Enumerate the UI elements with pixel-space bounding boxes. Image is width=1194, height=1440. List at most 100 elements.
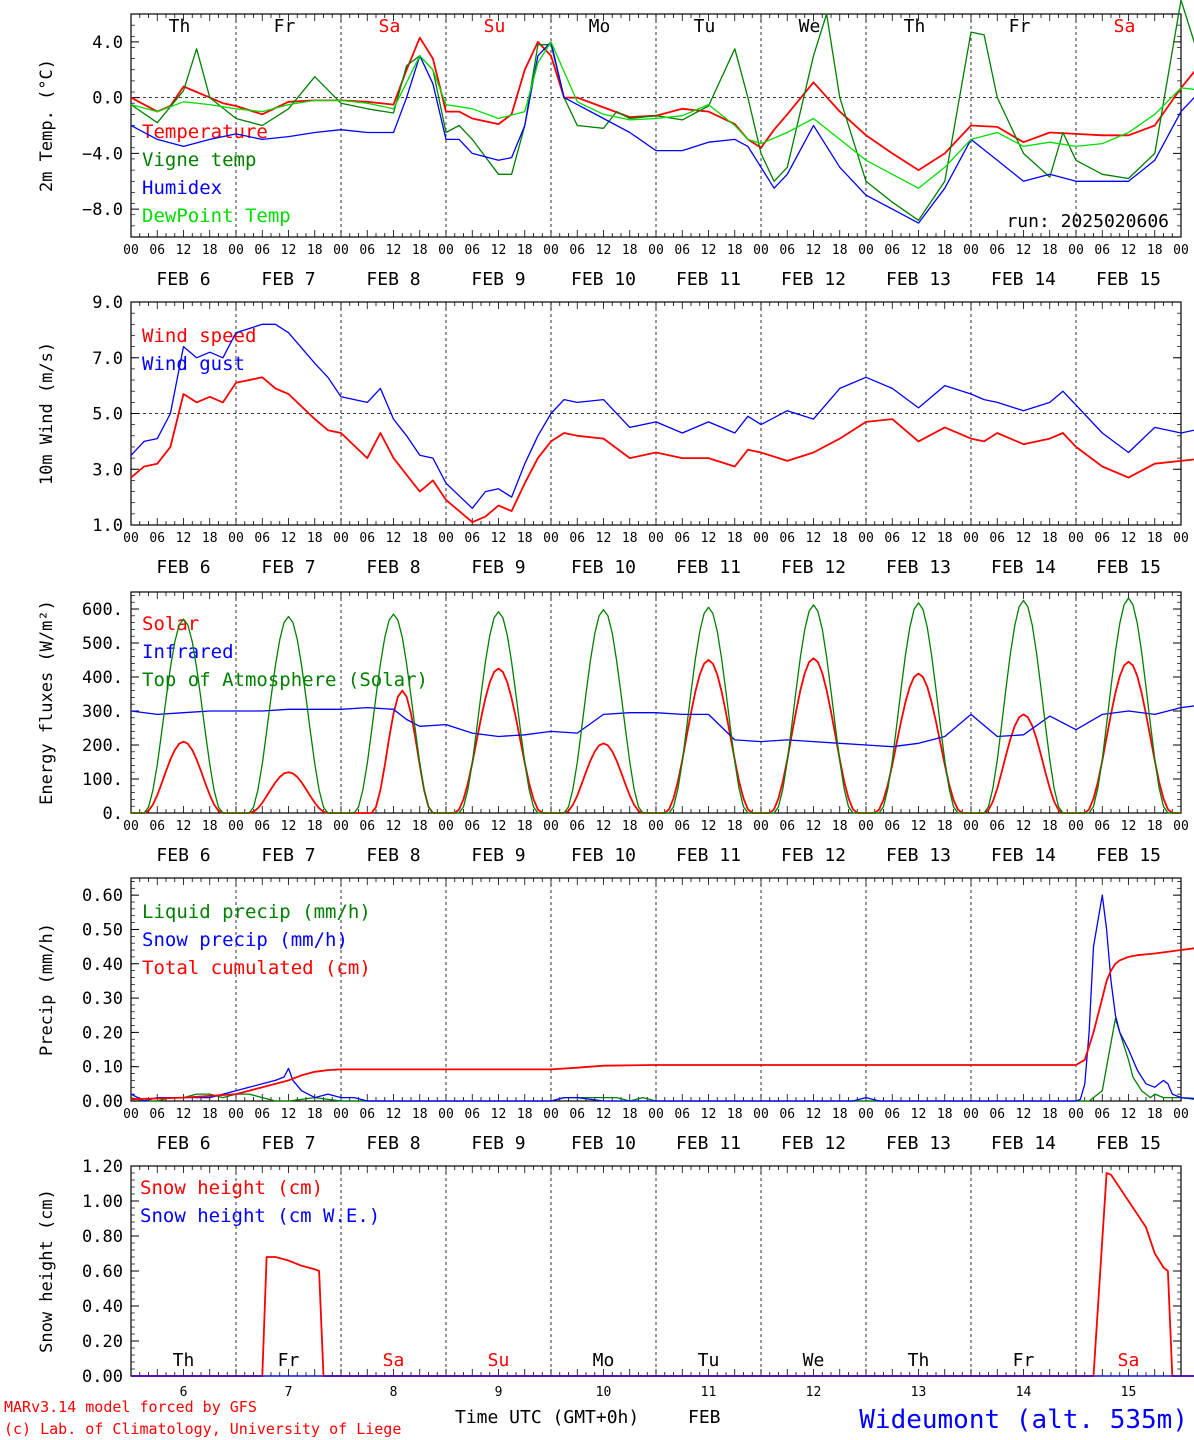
y-tick-label: −8.0 xyxy=(82,200,123,220)
day-number-label: 13 xyxy=(911,1385,927,1400)
x-tick-label: 18 xyxy=(937,531,953,546)
date-label: FEB 13 xyxy=(886,557,951,578)
y-tick-label: 0.10 xyxy=(82,1058,123,1078)
x-tick-label: 00 xyxy=(858,531,874,546)
weekday-label: Su xyxy=(488,1350,510,1371)
weekday-label: Fr xyxy=(278,1350,300,1371)
day-number-label: 14 xyxy=(1016,1385,1032,1400)
x-tick-label: 12 xyxy=(386,531,402,546)
y-tick-label: 3.0 xyxy=(92,460,123,480)
x-tick-label: 06 xyxy=(569,819,585,834)
series-line-wind-gust xyxy=(130,323,1194,509)
x-tick-label: 00 xyxy=(1068,819,1084,834)
x-tick-label: 12 xyxy=(281,819,297,834)
y-tick-label: −4.0 xyxy=(82,144,123,164)
date-label: FEB 12 xyxy=(781,1133,846,1154)
x-tick-label: 06 xyxy=(254,243,270,258)
date-label: FEB 10 xyxy=(571,269,636,290)
x-tick-label: 18 xyxy=(307,819,323,834)
x-tick-label: 00 xyxy=(123,243,139,258)
y-tick-label: 0.60 xyxy=(82,886,123,906)
x-tick-label: 12 xyxy=(596,243,612,258)
chart-panel-4: 0.00 0.10 0.20 0.30 0.40 0.50 0.60 Precip (mm/h… xyxy=(37,877,1194,1154)
y-tick-label: 200. xyxy=(82,736,123,756)
weekday-label: Su xyxy=(484,16,506,37)
x-tick-label: 06 xyxy=(674,531,690,546)
date-label: FEB 15 xyxy=(1096,557,1161,578)
legend-entry: Total cumulated (cm) xyxy=(142,957,371,979)
x-tick-label: 06 xyxy=(779,819,795,834)
legend-entry: Wind speed xyxy=(142,325,256,347)
legend-entry: Snow precip (mm/h) xyxy=(142,929,348,951)
x-tick-label: 00 xyxy=(963,819,979,834)
weekday-label: Tu xyxy=(694,16,716,37)
legend-entry: Snow height (cm) xyxy=(140,1177,323,1199)
x-tick-label: 00 xyxy=(753,819,769,834)
x-tick-label: 18 xyxy=(307,1107,323,1122)
date-label: FEB 14 xyxy=(991,1133,1056,1154)
date-label: FEB 8 xyxy=(366,1133,420,1154)
weekday-label: Fr xyxy=(1009,16,1031,37)
x-tick-label: 12 xyxy=(281,243,297,258)
x-tick-label: 18 xyxy=(937,243,953,258)
x-tick-label: 06 xyxy=(989,819,1005,834)
y-tick-label: 1.00 xyxy=(82,1192,123,1212)
x-tick-label: 00 xyxy=(1068,243,1084,258)
x-tick-label: 18 xyxy=(727,819,743,834)
chart-panel-2: 1.0 3.0 5.0 7.0 9.0 10m Wind (m/s) 00 06 12 18 00 0… xyxy=(37,293,1194,578)
weekday-label: Fr xyxy=(1013,1350,1035,1371)
x-tick-label: 00 xyxy=(753,243,769,258)
x-tick-label: 18 xyxy=(832,243,848,258)
x-tick-label: 06 xyxy=(149,819,165,834)
x-tick-label: 18 xyxy=(937,819,953,834)
x-tick-label: 18 xyxy=(622,819,638,834)
x-tick-label: 00 xyxy=(1173,819,1189,834)
y-tick-label: 500. xyxy=(82,634,123,654)
weekday-label: Mo xyxy=(589,16,611,37)
x-tick-label: 18 xyxy=(622,243,638,258)
x-tick-label: 12 xyxy=(176,531,192,546)
day-number-label: 9 xyxy=(495,1385,503,1400)
x-tick-label: 18 xyxy=(622,531,638,546)
date-label: FEB 6 xyxy=(156,557,210,578)
y-tick-label: 400. xyxy=(82,668,123,688)
x-tick-label: 12 xyxy=(701,1107,717,1122)
legend-entry: Humidex xyxy=(142,177,222,199)
day-number-label: 10 xyxy=(596,1385,612,1400)
x-tick-label: 00 xyxy=(753,1107,769,1122)
x-tick-label: 06 xyxy=(674,243,690,258)
series-line-snow-height-cm- xyxy=(131,1172,1194,1377)
x-tick-label: 18 xyxy=(832,819,848,834)
date-label: FEB 8 xyxy=(366,845,420,866)
x-tick-label: 00 xyxy=(438,819,454,834)
x-tick-label: 06 xyxy=(254,531,270,546)
x-tick-label: 12 xyxy=(701,243,717,258)
x-tick-label: 06 xyxy=(1094,531,1110,546)
x-tick-label: 18 xyxy=(202,819,218,834)
x-tick-label: 06 xyxy=(149,243,165,258)
x-tick-label: 06 xyxy=(359,1107,375,1122)
date-label: FEB 7 xyxy=(261,269,315,290)
x-tick-label: 00 xyxy=(858,1107,874,1122)
date-label: FEB 14 xyxy=(991,845,1056,866)
legend-entry: Wind gust xyxy=(142,353,245,375)
date-label: FEB 10 xyxy=(571,845,636,866)
date-label: FEB 9 xyxy=(471,1133,525,1154)
x-tick-label: 06 xyxy=(254,819,270,834)
weekday-label: Th xyxy=(908,1350,930,1371)
x-tick-label: 18 xyxy=(202,1107,218,1122)
time-axis-label: Time UTC (GMT+0h) xyxy=(455,1407,639,1428)
x-tick-label: 12 xyxy=(806,243,822,258)
x-tick-label: 12 xyxy=(491,819,507,834)
y-axis-label: Snow height (cm) xyxy=(37,1189,57,1353)
lab-credit: (c) Lab. of Climatology, University of L… xyxy=(4,1420,401,1438)
footer: MARv3.14 model forced by GFS (c) Lab. of… xyxy=(4,1398,1188,1438)
plot-frame xyxy=(130,13,1182,238)
x-tick-label: 18 xyxy=(412,531,428,546)
y-tick-label: 0.60 xyxy=(82,1262,123,1282)
weekday-label: Fr xyxy=(274,16,296,37)
x-tick-label: 12 xyxy=(1121,819,1137,834)
date-label: FEB 7 xyxy=(261,1133,315,1154)
y-axis-label: 10m Wind (m/s) xyxy=(37,342,57,485)
